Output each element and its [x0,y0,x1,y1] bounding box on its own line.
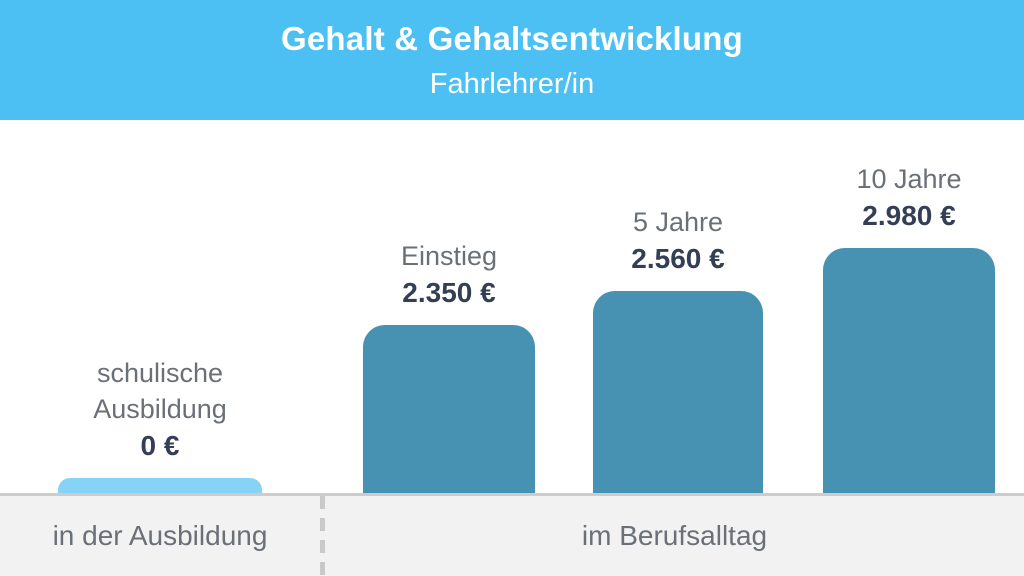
bar-group-schulische-ausbildung: schulische Ausbildung 0 € [40,355,280,493]
axis-label-ausbildung: in der Ausbildung [52,520,268,551]
bar-5-jahre [593,291,763,493]
bar-einstieg [363,325,535,493]
bar-schulische-ausbildung [58,478,262,493]
bar-label-10-jahre: 10 Jahre [856,163,962,194]
category-axis: in der Ausbildung im Berufsalltag [0,493,1024,576]
bar-label-einstieg: Einstieg [400,240,498,271]
axis-group-ausbildung: in der Ausbildung [0,496,320,576]
page-subtitle: Fahrlehrer/in [429,67,595,100]
header-banner: Gehalt & Gehaltsentwicklung Fahrlehrer/i… [0,0,1024,120]
bar-group-einstieg: Einstieg 2.350 € [329,238,569,493]
bar-label-5-jahre: 5 Jahre [632,206,724,237]
page-title: Gehalt & Gehaltsentwicklung [281,19,743,57]
axis-divider [320,496,325,576]
bar-label-schulische-ausbildung: schulische Ausbildung [93,357,227,424]
bar-value-schulische-ausbildung: 0 € [140,430,180,462]
bar-value-10-jahre: 2.980 € [862,200,956,232]
bar-chart: schulische Ausbildung 0 € Einstieg 2.350… [0,120,1024,493]
bar-group-10-jahre: 10 Jahre 2.980 € [789,161,1024,493]
axis-label-berufsalltag: im Berufsalltag [581,520,768,551]
bar-group-5-jahre: 5 Jahre 2.560 € [558,204,798,493]
axis-group-berufsalltag: im Berufsalltag [325,496,1024,576]
bar-value-einstieg: 2.350 € [402,277,496,309]
bar-value-5-jahre: 2.560 € [631,243,725,275]
bar-10-jahre [823,248,995,493]
